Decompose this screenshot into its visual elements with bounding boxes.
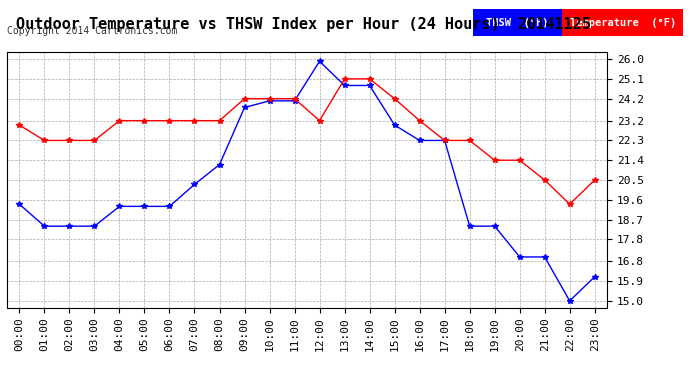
Text: Outdoor Temperature vs THSW Index per Hour (24 Hours)  20141125: Outdoor Temperature vs THSW Index per Ho… xyxy=(16,17,591,32)
Text: Temperature  (°F): Temperature (°F) xyxy=(570,18,676,27)
Text: Copyright 2014 Cartronics.com: Copyright 2014 Cartronics.com xyxy=(7,26,177,36)
Text: THSW  (°F): THSW (°F) xyxy=(486,18,549,27)
